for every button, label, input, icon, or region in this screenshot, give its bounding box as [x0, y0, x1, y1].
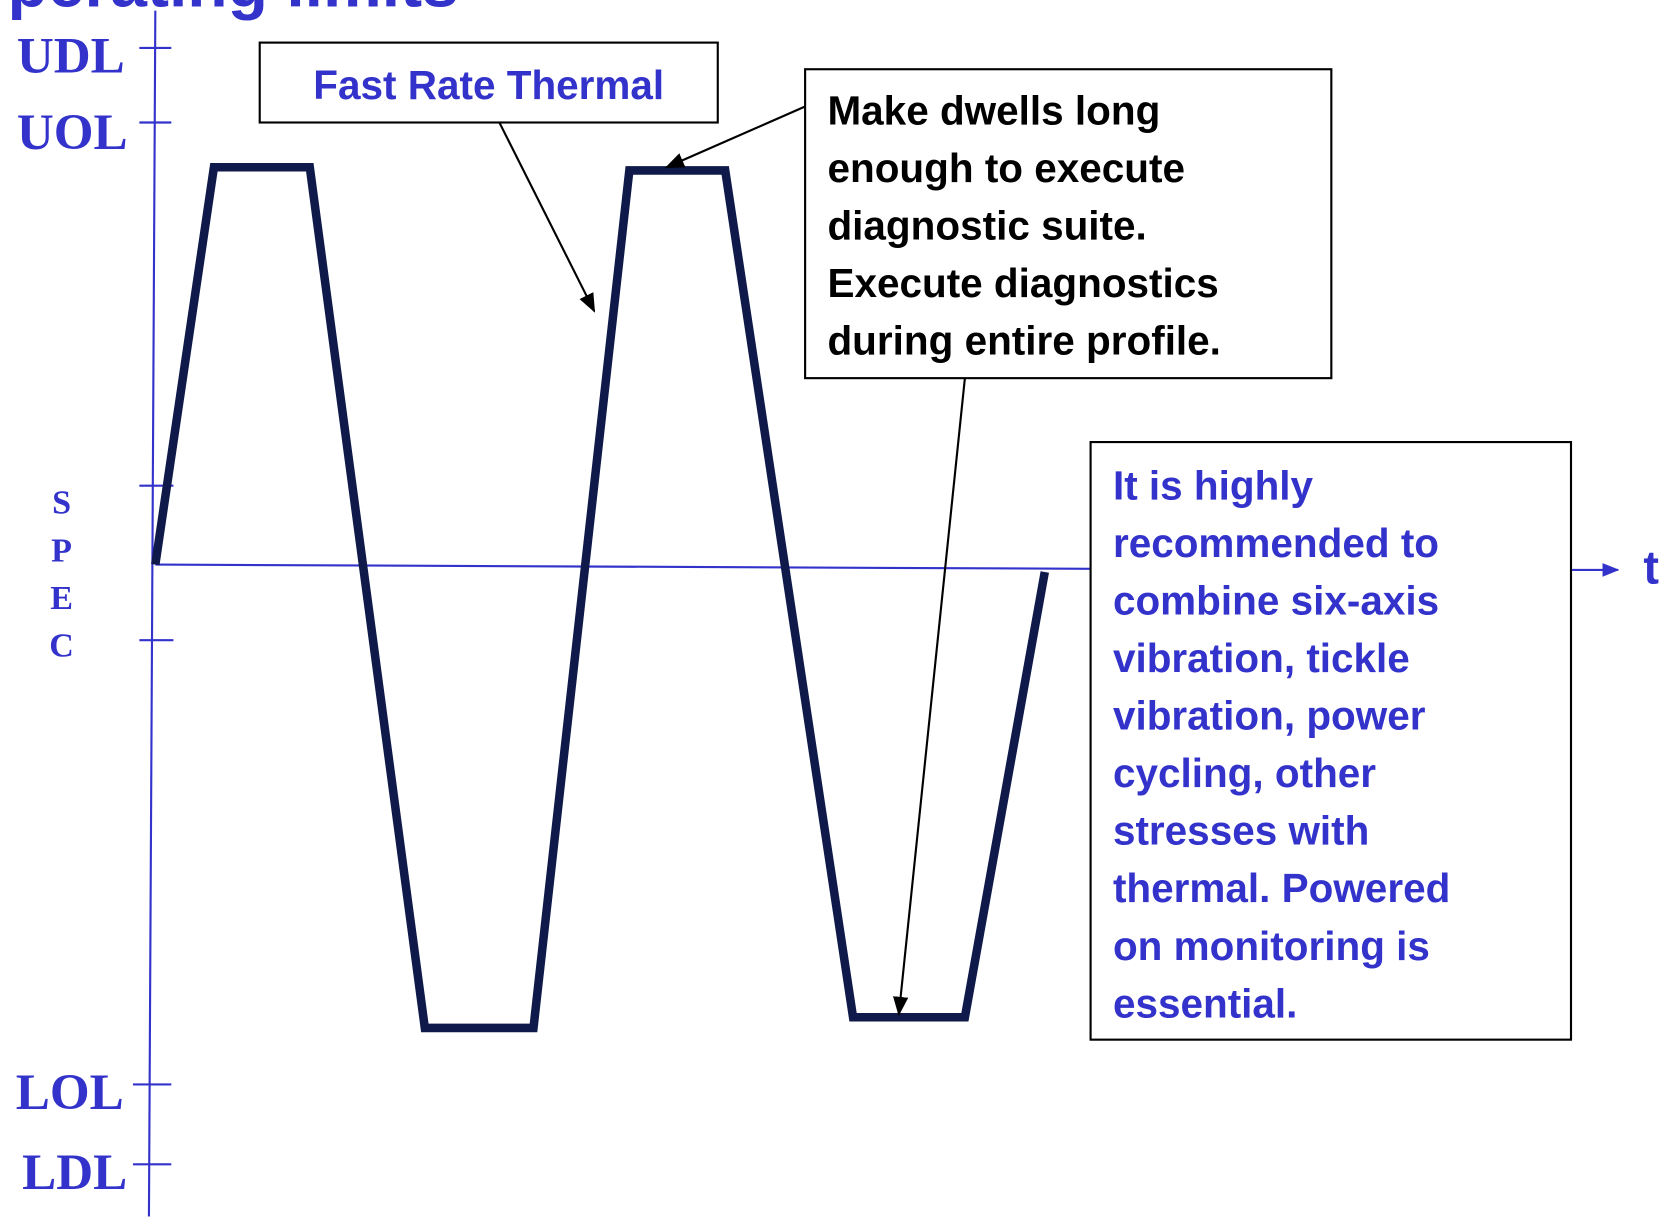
dwells-box — [804, 68, 1333, 380]
dwells-line: Make dwells long — [827, 88, 1160, 134]
recommend-line: vibration, tickle — [1113, 635, 1410, 681]
pointer — [664, 105, 806, 169]
spec-label: SPEC — [43, 485, 80, 676]
dwells-line: during entire profile. — [827, 318, 1220, 364]
recommend-line: It is highly — [1113, 463, 1314, 509]
dwells-line: Execute diagnostics — [827, 260, 1218, 306]
recommend-line: vibration, power — [1113, 693, 1426, 739]
pointer — [893, 378, 966, 1016]
title: Operating limits — [0, 0, 459, 20]
recommend-line: thermal. Powered — [1113, 865, 1450, 911]
dwells-text: Make dwells long enough to execute diagnos… — [827, 88, 1220, 364]
ldl-label: LDL — [22, 1144, 127, 1201]
fast-rate-box — [258, 41, 719, 124]
time-label: t — [1643, 542, 1659, 594]
uol-label: UOL — [17, 104, 128, 161]
recommend-line: on monitoring is — [1113, 923, 1430, 969]
axes — [132, 10, 1620, 1217]
recommend-line: cycling, other — [1113, 750, 1376, 796]
dwells-line: diagnostic suite. — [827, 203, 1146, 249]
dwells-line: enough to execute — [827, 145, 1185, 191]
recommend-line: stresses with — [1113, 808, 1369, 854]
pointer — [498, 122, 596, 313]
recommend-line: recommended to — [1113, 520, 1439, 566]
udl-label: UDL — [17, 27, 125, 84]
recommend-text: It is highly recommended to combine six-ax… — [1113, 463, 1450, 1027]
recommend-line: combine six-axis — [1113, 578, 1439, 624]
thermal-profile — [151, 162, 1049, 1033]
lol-label: LOL — [16, 1064, 124, 1121]
recommend-box — [1089, 441, 1573, 1041]
recommend-line: essential. — [1113, 980, 1297, 1026]
fast-rate-text: Fast Rate Thermal — [313, 62, 664, 108]
